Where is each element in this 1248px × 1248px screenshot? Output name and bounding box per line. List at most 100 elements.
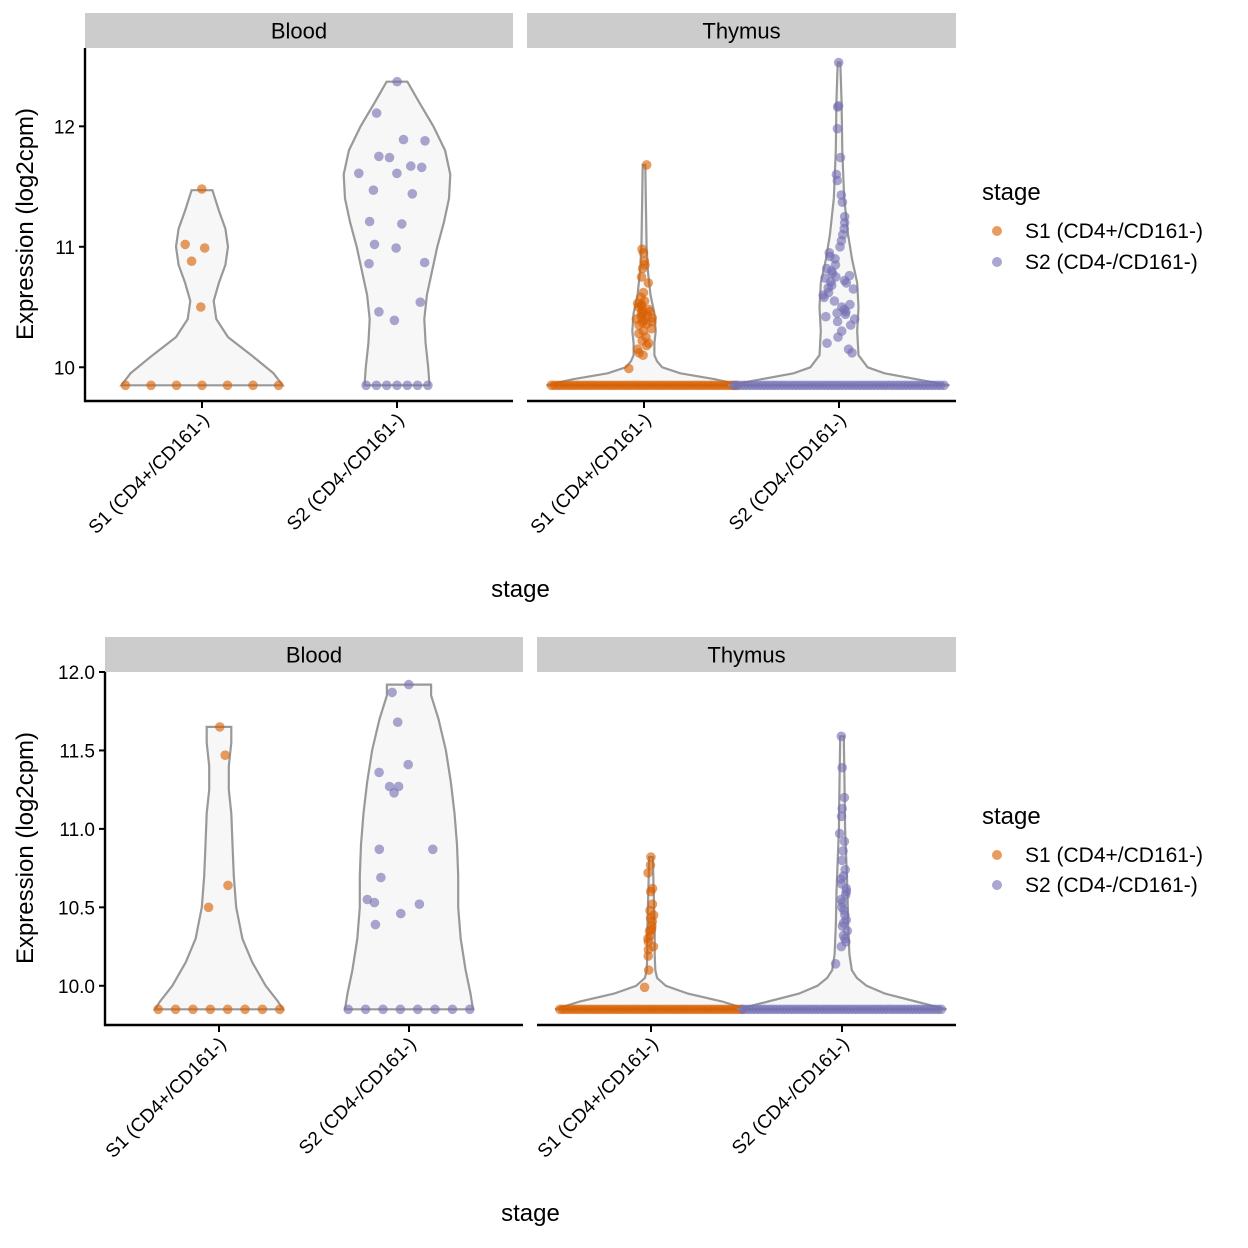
data-point — [275, 1004, 285, 1015]
data-point — [643, 951, 653, 961]
data-point — [447, 1004, 458, 1015]
data-point — [830, 959, 841, 969]
data-point — [420, 136, 430, 146]
data-point — [645, 860, 656, 870]
data-point — [364, 216, 375, 227]
legend-label-s1: S1 (CD4+/CD161-) — [1025, 220, 1203, 243]
data-point — [832, 175, 843, 186]
data-point — [636, 272, 647, 282]
data-point — [203, 902, 214, 913]
data-point — [391, 243, 401, 253]
group-s1: S1 (CD4+/CD161-) — [85, 184, 285, 538]
data-point — [205, 1004, 216, 1015]
facet-label: Thymus — [702, 19, 780, 44]
legend-label-s2: S2 (CD4-/CD161-) — [1025, 874, 1198, 897]
y-tick-label: 12 — [54, 117, 75, 138]
data-point — [822, 338, 832, 349]
facet-blood: Blood 10 11 12 S1 (CD4+/CD161-) S2 (CD4-/CD16… — [54, 13, 513, 538]
data-point — [638, 317, 648, 328]
legend-label-s2: S2 (CD4-/CD161-) — [1025, 251, 1198, 274]
data-point — [832, 102, 843, 112]
data-point — [423, 380, 433, 391]
data-point — [368, 185, 379, 195]
data-point — [936, 1004, 947, 1015]
data-point — [428, 844, 438, 855]
legend-title: stage — [982, 803, 1041, 830]
data-point — [416, 162, 427, 173]
data-point — [186, 256, 197, 267]
violin-plot-2: Blood 10.0 10.5 11.0 11.5 12.0 S1 (CD4+/CD161-… — [12, 637, 1203, 1227]
group-s2: S2 (CD4-/CD161-) — [283, 76, 452, 535]
data-point — [841, 278, 852, 288]
data-point — [392, 168, 402, 179]
facet-label: Blood — [271, 19, 327, 44]
data-point — [838, 918, 849, 928]
data-point — [199, 243, 210, 253]
data-point — [641, 160, 652, 170]
x-tick-label: S1 (CD4+/CD161-) — [534, 1034, 663, 1163]
data-point — [222, 1004, 233, 1015]
data-point — [223, 880, 233, 891]
data-point — [397, 219, 407, 229]
data-point — [837, 803, 847, 814]
data-point — [403, 759, 414, 770]
y-axis-title: Expression (log2cpm) — [12, 732, 39, 964]
data-point — [645, 913, 656, 924]
data-point — [369, 897, 380, 908]
data-point — [257, 1004, 268, 1015]
violin-shape — [342, 80, 452, 387]
group-s2: S2 (CD4-/CD161-) — [725, 57, 950, 535]
data-point — [171, 380, 182, 391]
data-point — [222, 380, 233, 391]
data-point — [832, 316, 843, 327]
facet-label: Thymus — [707, 643, 785, 668]
data-point — [836, 874, 846, 884]
data-point — [821, 311, 831, 322]
data-point — [641, 340, 652, 351]
data-point — [465, 1004, 475, 1015]
data-point — [821, 263, 832, 274]
legend-key-s2 — [992, 257, 1002, 267]
x-tick-label: S2 (CD4-/CD161-) — [283, 410, 408, 535]
data-point — [639, 982, 650, 993]
data-point — [389, 315, 400, 326]
data-point — [197, 380, 207, 391]
data-point — [120, 380, 131, 391]
facet-thymus: Thymus S1 (CD4+/CD161-) S2 (CD4-/CD161-) — [534, 637, 956, 1162]
data-point — [832, 308, 842, 318]
y-tick-label: 11 — [55, 238, 75, 259]
data-point — [833, 332, 843, 342]
data-point — [848, 284, 859, 294]
x-tick-label: S2 (CD4-/CD161-) — [295, 1034, 420, 1159]
y-tick-label: 11.0 — [59, 820, 95, 841]
data-point — [832, 123, 843, 134]
data-point — [146, 380, 156, 391]
data-point — [638, 350, 648, 361]
data-point — [939, 380, 949, 391]
data-point — [836, 941, 847, 952]
data-point — [837, 762, 847, 773]
data-point — [636, 301, 647, 311]
data-point — [836, 811, 847, 822]
data-point — [273, 380, 284, 391]
y-tick-label: 10.5 — [58, 898, 95, 919]
data-point — [170, 1004, 181, 1015]
facet-blood: Blood 10.0 10.5 11.0 11.5 12.0 S1 (CD4+/CD161-… — [58, 637, 523, 1162]
data-point — [825, 251, 835, 262]
facet-label: Blood — [286, 643, 342, 668]
legend-label-s1: S1 (CD4+/CD161-) — [1025, 844, 1203, 867]
data-point — [837, 897, 848, 908]
data-point — [180, 239, 190, 250]
data-point — [188, 1004, 198, 1015]
legend-title: stage — [982, 179, 1041, 206]
legend-key-s1 — [992, 850, 1002, 860]
data-point — [402, 380, 413, 391]
data-point — [374, 151, 384, 162]
data-point — [643, 278, 654, 288]
data-point — [419, 257, 430, 268]
data-point — [360, 1004, 371, 1015]
data-point — [378, 1004, 388, 1015]
data-point — [392, 76, 402, 87]
x-tick-label: S2 (CD4-/CD161-) — [728, 1034, 853, 1159]
data-point — [839, 836, 850, 847]
